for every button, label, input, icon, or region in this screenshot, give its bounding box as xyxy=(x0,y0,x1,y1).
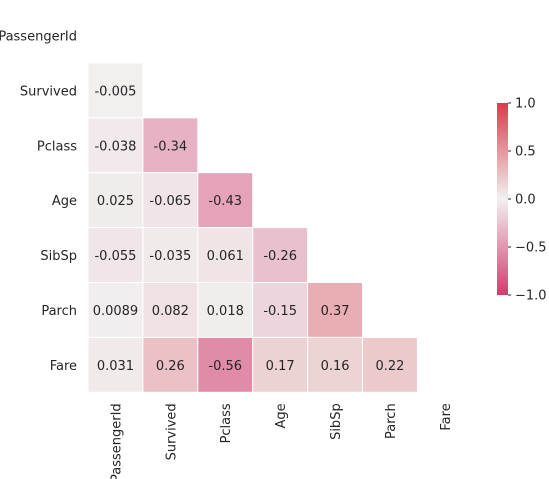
y-tick-label: SibSp xyxy=(40,249,77,264)
heatmap-cell xyxy=(142,282,199,338)
cell-value-label: 0.16 xyxy=(321,359,350,374)
heatmap-cell xyxy=(252,227,309,284)
cell-value-label: -0.065 xyxy=(149,194,191,209)
heatmap-cell xyxy=(142,227,199,284)
y-tick-label: Pclass xyxy=(37,139,77,154)
colorbar-tick-label: 0.5 xyxy=(515,145,536,160)
cell-value-label: -0.56 xyxy=(208,359,242,374)
x-tick-label: Survived xyxy=(164,403,179,460)
heatmap-cell-labels: -0.005-0.038 -0.340.025 -0.065 -0.43-0.055-… xyxy=(93,84,405,374)
heatmap-cell xyxy=(307,336,364,393)
cell-value-label: 0.26 xyxy=(156,359,185,374)
heatmap-cell xyxy=(197,172,254,229)
y-tick-label: Survived xyxy=(20,84,77,99)
x-tick-label: SibSp xyxy=(329,403,344,440)
cell-value-label: -0.15 xyxy=(263,304,297,319)
cell-value-label: 0.22 xyxy=(375,359,404,374)
cell-value-label: -0.038 xyxy=(94,139,136,154)
heatmap-cell xyxy=(197,336,254,393)
cell-value-label: -0.43 xyxy=(208,194,242,209)
cell-value-label: -0.34 xyxy=(154,139,188,154)
cell-value-label: 0.031 xyxy=(97,359,134,374)
cell-value-label: -0.035 xyxy=(149,249,191,264)
x-tick-label: Age xyxy=(274,403,289,428)
cell-value-label: 0.0089 xyxy=(93,304,139,319)
cell-value-label: 0.082 xyxy=(152,304,189,319)
colorbar-tick-label: 1.0 xyxy=(515,97,536,112)
heatmap-cell xyxy=(87,117,144,174)
y-tick-label: PassengerId xyxy=(0,29,77,44)
heatmap-cell xyxy=(142,117,199,174)
heatmap-cell xyxy=(252,336,309,393)
colorbar-tick-label: −1.0 xyxy=(515,289,547,304)
heatmap-cell xyxy=(87,336,144,393)
heatmap-cell xyxy=(87,62,144,119)
x-axis-tick-labels: PassengerId Survived Pclass Age SibSp Parch Fa… xyxy=(109,403,453,479)
cell-value-label: 0.17 xyxy=(266,359,295,374)
y-tick-label: Age xyxy=(52,194,77,209)
heatmap-cell xyxy=(252,282,309,338)
cell-value-label: -0.005 xyxy=(94,84,136,99)
heatmap-cells xyxy=(87,62,418,393)
colorbar-tick-label: −0.5 xyxy=(515,241,547,256)
x-tick-label: Fare xyxy=(439,403,454,430)
x-tick-label: Parch xyxy=(384,403,399,439)
cell-value-label: 0.025 xyxy=(97,194,134,209)
heatmap-cell xyxy=(142,336,199,393)
cell-value-label: -0.26 xyxy=(263,249,297,264)
cell-value-label: 0.018 xyxy=(207,304,244,319)
y-tick-label: Fare xyxy=(50,359,77,374)
cell-value-label: 0.061 xyxy=(207,249,244,264)
colorbar-tick-label: 0.0 xyxy=(515,193,536,208)
x-tick-label: Pclass xyxy=(219,403,234,443)
colorbar: 1.0 0.5 0.0 −0.5 −1.0 xyxy=(497,97,547,304)
y-axis-tick-labels: PassengerId Survived Pclass Age SibSp Parch Fa… xyxy=(0,29,77,373)
heatmap-cell xyxy=(362,336,418,393)
colorbar-bar xyxy=(497,103,508,295)
cell-value-label: -0.055 xyxy=(94,249,136,264)
y-tick-label: Parch xyxy=(41,304,77,319)
cell-value-label: 0.37 xyxy=(321,304,350,319)
x-tick-label: PassengerId xyxy=(109,403,124,479)
